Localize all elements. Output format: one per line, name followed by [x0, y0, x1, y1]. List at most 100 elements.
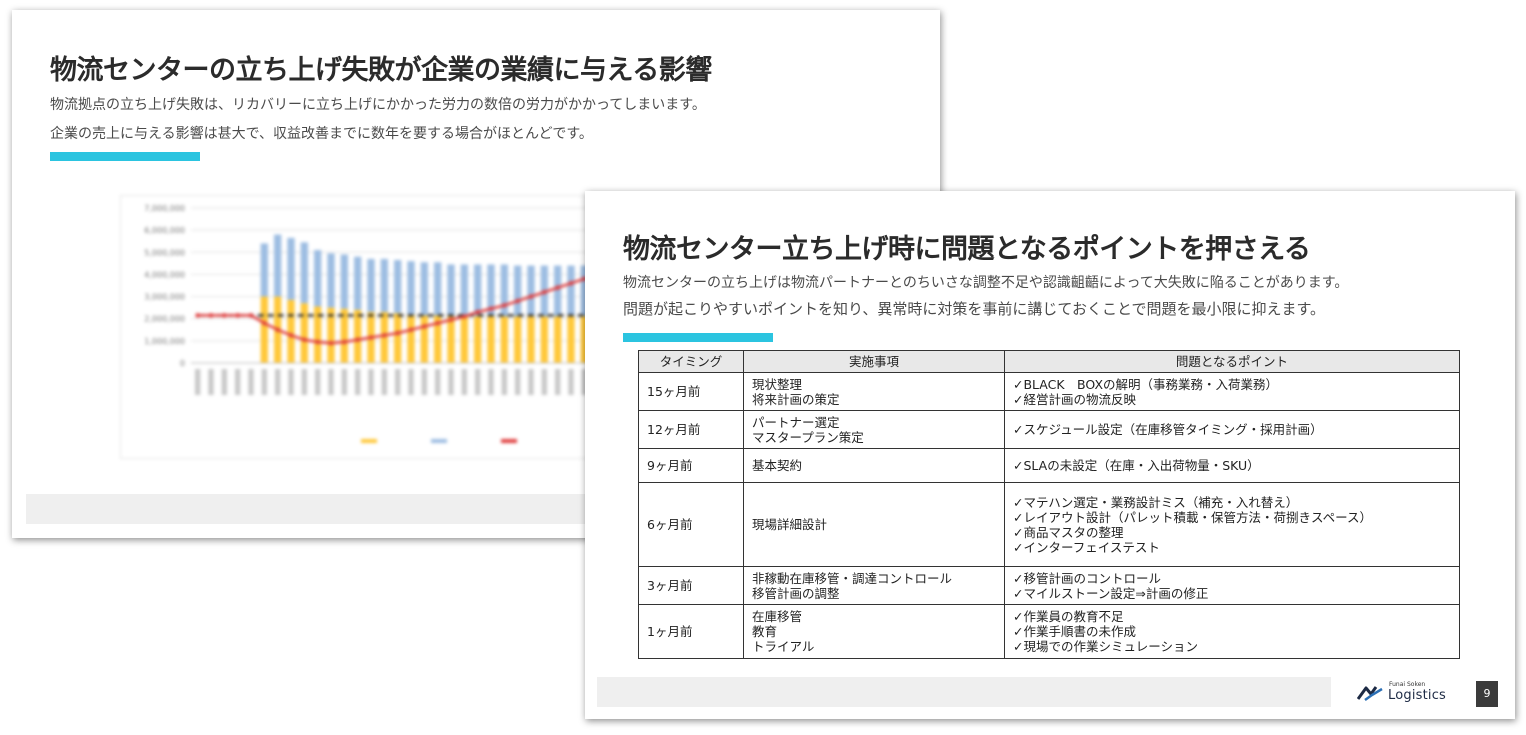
funai-soken-logistics-logo: Funai Soken Logistics	[1357, 679, 1467, 705]
chart-bar-lower	[500, 316, 508, 363]
chart-x-tick-label	[528, 369, 534, 395]
chart-y-tick-label: 3,000,000	[144, 293, 185, 302]
chart-trend-point	[408, 327, 414, 333]
task-line: 基本契約	[752, 458, 803, 473]
point-line: ✓作業員の教育不足	[1013, 609, 1124, 624]
chart-trend-point	[568, 280, 574, 286]
chart-bar-lower	[260, 296, 268, 363]
chart-bar-upper	[474, 264, 482, 317]
timing-cell: 15ヶ月前	[638, 372, 744, 411]
chart-trend-point	[288, 333, 294, 338]
chart-bar-upper	[527, 265, 535, 317]
table-row: 15ヶ月前 現状整理 将来計画の策定 ✓BLACK BOXの解明（事務業務・入荷業務）…	[638, 372, 1460, 411]
chart-trend-point	[368, 335, 374, 340]
point-line: ✓経営計画の物流反映	[1013, 391, 1136, 407]
chart-y-tick-label: 6,000,000	[144, 226, 185, 235]
chart-trend-point	[422, 324, 427, 329]
chart-bar-upper	[367, 258, 375, 313]
chart-bar-lower	[554, 316, 562, 363]
chart-bar-upper	[500, 264, 508, 317]
chart-y-tick-label: 7,000,000	[144, 204, 185, 213]
point-line: ✓移管計画のコントロール	[1013, 570, 1161, 586]
point-line: ✓レイアウト設計（パレット積載・保管方法・荷捌きスペース）	[1013, 509, 1372, 525]
chart-x-tick-label	[488, 369, 494, 395]
chart-x-tick-label	[475, 369, 481, 395]
chart-bar-upper	[327, 253, 335, 308]
front-slide-footer	[597, 677, 1331, 707]
chart-x-tick-label	[568, 369, 574, 395]
chart-bar-upper	[394, 260, 402, 314]
table-row: 1ヶ月前 在庫移管 教育 トライアル ✓作業員の教育不足 ✓作業手順書の未作成 ✓現場での作…	[638, 604, 1460, 659]
header-points: 問題となるポイント	[1004, 350, 1460, 373]
points-cell: ✓SLAの未設定（在庫・入出荷物量・SKU）	[1004, 448, 1460, 483]
chart-bar-upper	[354, 256, 362, 310]
chart-trend-point	[262, 320, 267, 326]
chart-bar-upper	[567, 265, 575, 317]
chart-trend-point	[555, 285, 560, 291]
chart-trend-point	[342, 339, 347, 345]
chart-svg: 0 1,000,000 2,000,000 3,000,000 4,000,000 5,0…	[144, 204, 591, 443]
points-cell: ✓作業員の教育不足 ✓作業手順書の未作成 ✓現場での作業シミュレーション	[1004, 604, 1460, 659]
task-cell: 現場詳細設計	[743, 482, 1005, 567]
chart-x-tick-label	[448, 369, 454, 395]
timing-cell: 12ヶ月前	[638, 410, 744, 449]
back-slide-accent-bar	[50, 152, 200, 161]
chart-trend-point	[488, 306, 494, 312]
chart-bar-upper	[260, 243, 268, 297]
chart-trend-point	[382, 333, 387, 338]
chart-trend-point	[208, 313, 214, 318]
chart-bar-lower	[527, 316, 535, 363]
chart-trend-point	[395, 330, 400, 336]
front-slide: 物流センター立ち上げ時に問題となるポイントを押さえる 物流センターの立ち上げは物…	[585, 191, 1515, 719]
task-line: 移管計画の調整	[752, 585, 840, 601]
logo-mark-icon	[1357, 686, 1383, 701]
table-row: 6ヶ月前 現場詳細設計 ✓マテハン選定・業務設計ミス（補充・入れ替え） ✓レイアウト設…	[638, 482, 1460, 567]
header-timing: タイミング	[638, 350, 744, 373]
task-line: 現状整理	[752, 376, 803, 392]
chart-x-tick-label	[235, 369, 241, 395]
chart-bar-lower	[434, 315, 442, 363]
chart-legend-swatch	[361, 439, 377, 443]
chart-trend-point	[248, 313, 254, 318]
task-cell: 基本契約	[743, 448, 1005, 483]
chart-x-tick-label	[381, 369, 387, 395]
chart-x-tick-label	[395, 369, 401, 395]
chart-bar-lower	[540, 316, 548, 363]
point-line: ✓現場での作業シミュレーション	[1013, 639, 1198, 654]
chart-trend-line	[197, 277, 585, 345]
chart-x-tick-label	[275, 369, 281, 395]
chart-bar-lower	[300, 303, 308, 363]
chart-x-tick-label	[555, 369, 561, 395]
chart-bar-upper	[554, 265, 562, 317]
timing-cell: 1ヶ月前	[638, 604, 744, 659]
task-cell: パートナー選定 マスタープラン策定	[743, 410, 1005, 449]
chart-x-tick-label	[288, 369, 294, 395]
chart-trend-point	[515, 298, 520, 304]
task-line: 非稼動在庫移管・調達コントロール	[752, 570, 953, 586]
chart-trend-point	[448, 317, 454, 323]
chart-y-tick-label: 4,000,000	[144, 270, 185, 279]
chart-x-tick-label	[328, 369, 334, 395]
chart-trend-point	[542, 289, 547, 295]
back-slide-subtitle-1: 物流拠点の立ち上げ失敗は、リカバリーに立ち上げにかかった労力の数倍の労力がかかっ…	[50, 97, 706, 113]
sales-impact-chart: 0 1,000,000 2,000,000 3,000,000 4,000,000 5,0…	[120, 195, 602, 459]
chart-x-tick-label	[315, 369, 321, 395]
task-line: 在庫移管	[752, 609, 803, 624]
chart-bar-upper	[447, 264, 455, 317]
task-line: マスタープラン策定	[752, 429, 864, 445]
header-task: 実施事項	[743, 350, 1005, 373]
chart-bar-lower	[447, 316, 455, 363]
chart-x-tick-label	[221, 369, 227, 395]
task-line: パートナー選定	[752, 414, 840, 430]
front-slide-subtitle-1: 物流センターの立ち上げは物流パートナーとのちいさな調整不足や認識齟齬によって大失…	[623, 275, 1349, 291]
chart-bar-lower	[514, 316, 522, 363]
chart-trend-point	[528, 294, 534, 299]
back-slide-subtitle-2: 企業の売上に与える影響は甚大で、収益改善までに数年を要する場合がほとんどです。	[50, 126, 593, 142]
chart-bar-lower	[327, 307, 335, 363]
point-line: ✓SLAの未設定（在庫・入出荷物量・SKU）	[1013, 458, 1260, 473]
logo-main-text: Logistics	[1388, 688, 1447, 703]
task-line: トライアル	[752, 639, 815, 654]
chart-trend-point	[195, 313, 200, 318]
logo-top-text: Funai Soken	[1389, 681, 1426, 688]
chart-bar-lower	[340, 308, 348, 363]
